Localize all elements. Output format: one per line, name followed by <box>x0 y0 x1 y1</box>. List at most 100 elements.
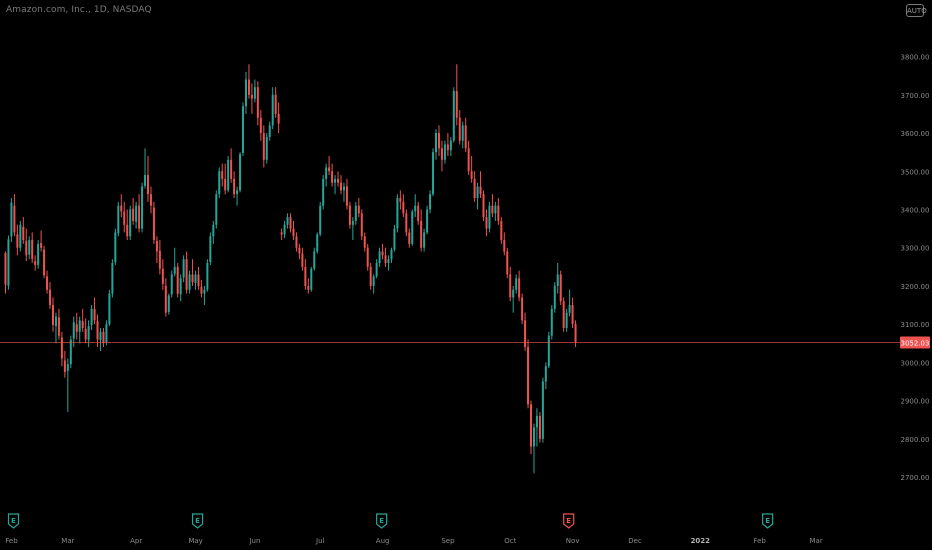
candle-body <box>470 171 473 179</box>
candle-body <box>491 205 494 214</box>
candle <box>54 312 57 344</box>
candle-body <box>547 335 550 367</box>
candle-body <box>503 240 506 252</box>
candle-body <box>203 289 206 294</box>
candle-body <box>37 243 40 265</box>
candle <box>384 247 387 267</box>
candle-body <box>286 217 289 225</box>
candle-body <box>158 250 161 269</box>
candle <box>420 209 423 252</box>
candle <box>360 209 363 241</box>
time-axis[interactable]: Feb Mar Apr May Jun Jul Aug Sep Oct Nov Dec 2022 Feb… <box>5 537 823 545</box>
candle <box>443 140 446 164</box>
earnings-event-icon[interactable]: E <box>563 513 575 529</box>
price-tick-label: 3600.00 <box>901 130 930 138</box>
candle-body <box>497 205 500 221</box>
candle <box>265 133 268 164</box>
candle <box>426 205 429 235</box>
price-tick-label: 3000.00 <box>901 359 930 367</box>
candle-body <box>390 249 393 260</box>
candle <box>351 217 354 241</box>
candle-body <box>464 125 467 149</box>
candle <box>144 148 147 189</box>
candle <box>470 155 473 183</box>
candle-body <box>84 328 87 340</box>
candle <box>476 182 479 210</box>
candle-body <box>369 266 372 286</box>
time-tick-label: Oct <box>504 537 516 545</box>
candle-body <box>78 320 81 332</box>
candle <box>429 190 432 214</box>
candle <box>280 228 283 241</box>
time-tick-label: Feb <box>5 537 18 545</box>
time-tick-label: Sep <box>441 537 455 545</box>
candle <box>37 240 40 269</box>
candle <box>191 259 194 286</box>
current-price-value: 3052.03 <box>901 339 930 347</box>
candle <box>49 282 52 309</box>
candle-body <box>72 322 75 339</box>
earnings-event-shape <box>191 513 204 529</box>
earnings-event-icon[interactable]: E <box>191 513 204 529</box>
candle <box>170 270 173 298</box>
candle-body <box>289 217 292 229</box>
candle-body <box>408 232 411 244</box>
earnings-event-icon[interactable]: E <box>7 513 20 529</box>
candle <box>568 289 571 317</box>
candle-body <box>105 324 108 343</box>
candle-body <box>75 324 78 332</box>
candle-body <box>535 415 538 428</box>
chart-title: Amazon.com, Inc., 1D, NASDAQ <box>6 5 152 15</box>
candle <box>562 297 565 332</box>
candle <box>319 201 322 237</box>
candle-body <box>206 263 209 290</box>
candle <box>574 320 577 348</box>
candle <box>363 232 366 252</box>
candle-body <box>147 175 149 195</box>
candle-body <box>57 317 60 336</box>
candle-body <box>54 316 57 327</box>
candle <box>212 220 215 244</box>
price-tick-label: 3700.00 <box>901 92 930 100</box>
candle <box>274 87 277 118</box>
candle-body <box>173 266 176 274</box>
candle-body <box>244 79 247 107</box>
candle <box>571 297 574 328</box>
candle-body <box>123 211 126 225</box>
candle <box>366 243 369 271</box>
candle-body <box>185 259 188 290</box>
candle-body <box>191 274 194 283</box>
candle <box>458 110 461 145</box>
price-axis[interactable]: 3800.00 3700.00 3600.00 3500.00 3400.00 3300.… <box>901 54 930 482</box>
time-tick-label: Mar <box>61 537 74 545</box>
candle <box>155 236 158 263</box>
candle <box>236 186 239 206</box>
earnings-event-icon[interactable]: E <box>376 513 388 529</box>
candle <box>298 243 301 260</box>
candle-body <box>393 228 396 250</box>
auto-scale-button[interactable]: AUTO <box>906 4 927 17</box>
candle <box>200 280 203 298</box>
candle <box>435 129 437 160</box>
earnings-event-icon[interactable]: E <box>762 513 774 529</box>
earnings-event-label: E <box>379 517 384 525</box>
candle <box>179 274 182 302</box>
candle <box>313 247 316 271</box>
candle <box>197 266 200 290</box>
candle <box>111 259 114 298</box>
candle-body <box>527 347 530 405</box>
candle-body <box>212 224 215 237</box>
candle <box>108 289 111 327</box>
candle <box>40 230 43 252</box>
candle <box>188 270 191 294</box>
candle <box>277 102 280 134</box>
candle-body <box>19 224 22 248</box>
candle-body <box>188 274 191 290</box>
earnings-event-label: E <box>195 517 200 525</box>
candle-body <box>215 194 218 225</box>
candle-body <box>455 90 458 118</box>
candle-body <box>482 194 485 218</box>
candle-body <box>176 266 179 294</box>
candle-body <box>446 144 449 151</box>
